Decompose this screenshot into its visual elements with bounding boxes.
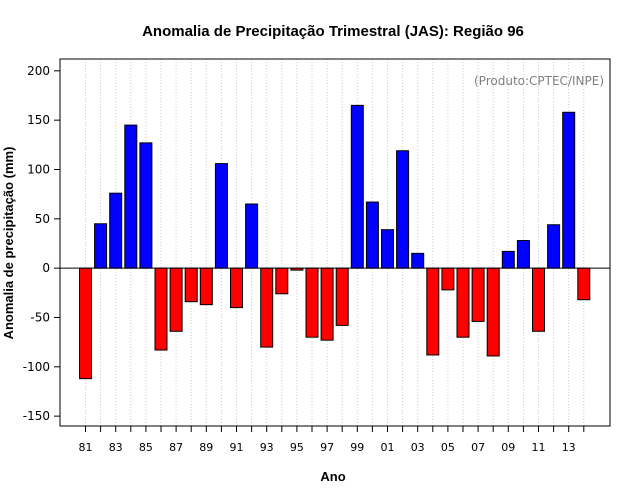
bar-00 (365, 201, 379, 269)
y-tick-label-50: 50 (35, 212, 50, 226)
bar-12 (547, 224, 561, 269)
bar-10 (516, 240, 530, 269)
y-tick-label-200: 200 (27, 64, 50, 78)
x-tick-label-99: 99 (350, 441, 364, 454)
bar-07 (471, 267, 485, 322)
bar-99 (350, 104, 364, 269)
x-tick-label-93: 93 (260, 441, 274, 454)
y-tick-label-0: 0 (42, 261, 50, 275)
bar-84 (124, 124, 138, 269)
bar-82 (94, 223, 108, 269)
product-annotation: (Produto:CPTEC/INPE) (474, 74, 604, 88)
bar-83 (109, 192, 123, 269)
bar-03 (411, 252, 425, 269)
bar-96 (305, 267, 319, 338)
bar-02 (396, 150, 410, 269)
bar-05 (441, 267, 455, 291)
bar-01 (381, 229, 394, 269)
bar-85 (139, 142, 153, 269)
bar-04 (426, 267, 440, 356)
bar-89 (199, 267, 213, 306)
x-tick-label-83: 83 (109, 441, 123, 454)
y-tick-label--150: -150 (23, 409, 50, 423)
y-tick-label-100: 100 (27, 162, 50, 176)
bar-13 (562, 111, 576, 269)
bar-88 (184, 267, 198, 303)
y-axis: -150 -100 -50 0 50 100 150 200 (23, 64, 60, 423)
grid (85, 59, 585, 426)
x-tick-label-13: 13 (562, 441, 576, 454)
x-tick-label-89: 89 (199, 441, 213, 454)
bar-11 (532, 267, 545, 332)
bar-81 (79, 267, 92, 380)
x-tick-label-07: 07 (471, 441, 485, 454)
bar-94 (275, 267, 289, 295)
plot-frame (59, 58, 611, 427)
x-tick-label-11: 11 (532, 441, 546, 454)
x-tick-label-85: 85 (139, 441, 153, 454)
bar-09 (501, 250, 515, 269)
x-axis-label: Ano (320, 469, 345, 484)
bar-97 (320, 267, 334, 341)
x-tick-label-95: 95 (290, 441, 304, 454)
x-tick-label-97: 97 (320, 441, 334, 454)
bar-08 (486, 267, 500, 357)
y-axis-label: Anomalia de precipitação (mm) (1, 147, 16, 340)
bar-93 (260, 267, 274, 348)
y-tick-label--50: -50 (30, 310, 50, 324)
x-tick-label-01: 01 (381, 441, 395, 454)
bar-90 (214, 163, 228, 269)
bar-98 (335, 267, 349, 326)
x-tick-label-91: 91 (230, 441, 244, 454)
x-tick-label-87: 87 (169, 441, 183, 454)
bar-91 (230, 267, 243, 309)
bar-87 (169, 267, 183, 332)
x-tick-label-05: 05 (441, 441, 455, 454)
y-tick-label--100: -100 (23, 360, 50, 374)
bar-14 (577, 267, 591, 301)
bar-92 (245, 203, 259, 269)
x-tick-label-03: 03 (411, 441, 425, 454)
x-tick-label-81: 81 (79, 441, 93, 454)
bars (79, 104, 591, 380)
chart-title: Anomalia de Precipitação Trimestral (JAS… (142, 23, 524, 40)
bar-86 (154, 267, 168, 351)
x-axis: 81 83 85 87 89 91 93 95 97 99 01 03 05 07 09 11 13 (79, 426, 585, 454)
bar-06 (456, 267, 470, 338)
x-tick-label-09: 09 (501, 441, 515, 454)
y-tick-label-150: 150 (27, 113, 50, 127)
